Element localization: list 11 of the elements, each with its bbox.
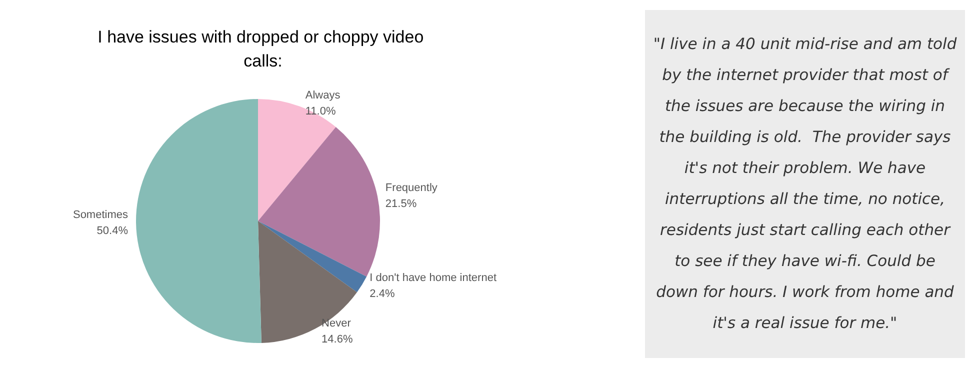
data-label: 50.4%: [96, 224, 128, 237]
data-label: 2.4%: [370, 288, 395, 300]
slice-label: Frequently: [385, 182, 438, 194]
chart-title: I have issues with dropped or choppy video calls:: [98, 28, 428, 70]
text: "I live in a 40 unit mid-rise and am told by the internet provider that most of the issues are because the wiring in the building is old. The provider says it's not their problem. We have interruptions all the time, no notice, residents just start calling each other to see if they have wi-fi. Could be down for hours. I work from home and it's a real issue for me.": [653, 35, 957, 332]
data-label: 21.5%: [385, 198, 417, 210]
data-label: 14.6%: [322, 333, 353, 346]
slice-label: I don't have home internet: [370, 272, 497, 284]
slice-label: Always: [305, 89, 341, 102]
data-label: 11.0%: [305, 105, 336, 118]
slice-label: Sometimes: [72, 208, 128, 221]
